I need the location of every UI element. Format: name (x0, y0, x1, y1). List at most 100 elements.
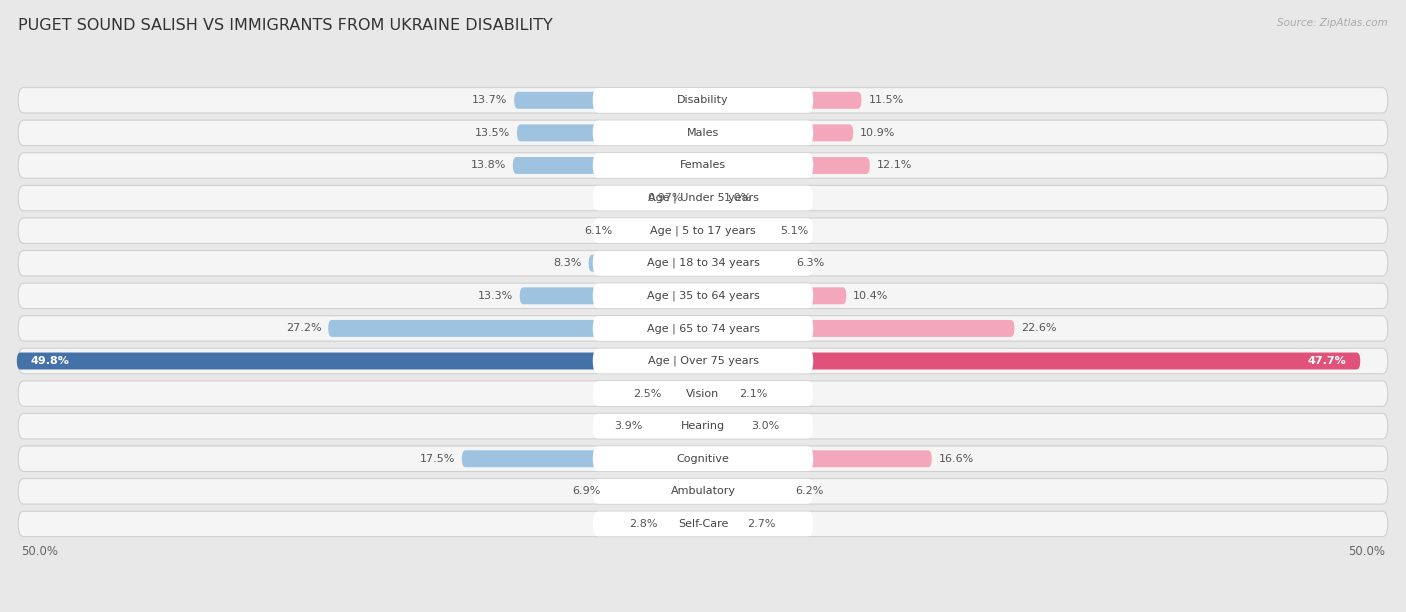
Text: 13.8%: 13.8% (471, 160, 506, 171)
FancyBboxPatch shape (18, 414, 1388, 439)
FancyBboxPatch shape (18, 511, 1388, 537)
Text: 12.1%: 12.1% (876, 160, 912, 171)
FancyBboxPatch shape (18, 88, 1388, 113)
FancyBboxPatch shape (665, 515, 703, 532)
Text: 13.5%: 13.5% (475, 128, 510, 138)
Text: Self-Care: Self-Care (678, 519, 728, 529)
FancyBboxPatch shape (669, 385, 703, 402)
Text: Vision: Vision (686, 389, 720, 398)
FancyBboxPatch shape (703, 353, 1360, 370)
Text: 16.6%: 16.6% (939, 453, 974, 464)
FancyBboxPatch shape (593, 251, 813, 275)
Text: Age | Over 75 years: Age | Over 75 years (648, 356, 758, 366)
Text: 17.5%: 17.5% (419, 453, 456, 464)
FancyBboxPatch shape (703, 450, 932, 467)
Text: 6.9%: 6.9% (572, 487, 600, 496)
Text: 13.3%: 13.3% (478, 291, 513, 301)
FancyBboxPatch shape (18, 185, 1388, 211)
FancyBboxPatch shape (703, 483, 789, 500)
Text: 2.1%: 2.1% (738, 389, 768, 398)
Text: 47.7%: 47.7% (1308, 356, 1347, 366)
FancyBboxPatch shape (18, 316, 1388, 341)
FancyBboxPatch shape (593, 479, 813, 504)
FancyBboxPatch shape (513, 157, 703, 174)
Text: 8.3%: 8.3% (554, 258, 582, 268)
Text: 50.0%: 50.0% (1348, 545, 1385, 558)
FancyBboxPatch shape (520, 288, 703, 304)
Text: 5.1%: 5.1% (780, 226, 808, 236)
FancyBboxPatch shape (703, 320, 1014, 337)
FancyBboxPatch shape (703, 385, 733, 402)
Text: Age | 5 to 17 years: Age | 5 to 17 years (650, 225, 756, 236)
Text: Age | Under 5 years: Age | Under 5 years (648, 193, 758, 203)
Text: Females: Females (681, 160, 725, 171)
FancyBboxPatch shape (515, 92, 703, 109)
FancyBboxPatch shape (703, 515, 740, 532)
FancyBboxPatch shape (18, 381, 1388, 406)
FancyBboxPatch shape (703, 222, 773, 239)
Text: 6.1%: 6.1% (583, 226, 612, 236)
Text: Hearing: Hearing (681, 421, 725, 431)
Text: Cognitive: Cognitive (676, 453, 730, 464)
Text: 13.7%: 13.7% (472, 95, 508, 105)
FancyBboxPatch shape (18, 153, 1388, 178)
FancyBboxPatch shape (650, 418, 703, 435)
Text: 6.2%: 6.2% (796, 487, 824, 496)
FancyBboxPatch shape (703, 255, 790, 272)
Text: Age | 35 to 64 years: Age | 35 to 64 years (647, 291, 759, 301)
Text: 3.0%: 3.0% (751, 421, 779, 431)
FancyBboxPatch shape (517, 124, 703, 141)
Text: Age | 65 to 74 years: Age | 65 to 74 years (647, 323, 759, 334)
FancyBboxPatch shape (689, 190, 703, 206)
FancyBboxPatch shape (593, 153, 813, 178)
FancyBboxPatch shape (619, 222, 703, 239)
Text: Ambulatory: Ambulatory (671, 487, 735, 496)
Text: 49.8%: 49.8% (31, 356, 69, 366)
FancyBboxPatch shape (18, 250, 1388, 276)
FancyBboxPatch shape (593, 446, 813, 471)
FancyBboxPatch shape (593, 185, 813, 211)
FancyBboxPatch shape (18, 479, 1388, 504)
FancyBboxPatch shape (703, 124, 853, 141)
Text: PUGET SOUND SALISH VS IMMIGRANTS FROM UKRAINE DISABILITY: PUGET SOUND SALISH VS IMMIGRANTS FROM UK… (18, 18, 553, 34)
FancyBboxPatch shape (593, 381, 813, 406)
Text: 0.97%: 0.97% (647, 193, 683, 203)
FancyBboxPatch shape (593, 218, 813, 243)
Text: 2.5%: 2.5% (633, 389, 662, 398)
Text: Source: ZipAtlas.com: Source: ZipAtlas.com (1277, 18, 1388, 28)
Text: 11.5%: 11.5% (869, 95, 904, 105)
FancyBboxPatch shape (703, 92, 862, 109)
FancyBboxPatch shape (17, 353, 703, 370)
Text: 1.0%: 1.0% (724, 193, 752, 203)
FancyBboxPatch shape (593, 283, 813, 308)
FancyBboxPatch shape (593, 316, 813, 341)
FancyBboxPatch shape (703, 157, 870, 174)
FancyBboxPatch shape (593, 121, 813, 145)
Text: 2.7%: 2.7% (747, 519, 776, 529)
Text: 50.0%: 50.0% (21, 545, 58, 558)
Text: 10.4%: 10.4% (853, 291, 889, 301)
FancyBboxPatch shape (18, 446, 1388, 471)
FancyBboxPatch shape (703, 288, 846, 304)
FancyBboxPatch shape (607, 483, 703, 500)
Text: 3.9%: 3.9% (614, 421, 643, 431)
FancyBboxPatch shape (18, 120, 1388, 146)
FancyBboxPatch shape (18, 218, 1388, 244)
Text: Males: Males (688, 128, 718, 138)
FancyBboxPatch shape (703, 190, 717, 206)
FancyBboxPatch shape (703, 418, 744, 435)
FancyBboxPatch shape (18, 283, 1388, 308)
FancyBboxPatch shape (593, 88, 813, 113)
Text: 10.9%: 10.9% (860, 128, 896, 138)
Text: 22.6%: 22.6% (1021, 323, 1057, 334)
Text: 2.8%: 2.8% (628, 519, 658, 529)
FancyBboxPatch shape (18, 348, 1388, 374)
FancyBboxPatch shape (593, 512, 813, 536)
FancyBboxPatch shape (589, 255, 703, 272)
Text: Disability: Disability (678, 95, 728, 105)
FancyBboxPatch shape (593, 414, 813, 439)
Text: 6.3%: 6.3% (797, 258, 825, 268)
Text: Age | 18 to 34 years: Age | 18 to 34 years (647, 258, 759, 269)
Text: 27.2%: 27.2% (285, 323, 322, 334)
FancyBboxPatch shape (461, 450, 703, 467)
